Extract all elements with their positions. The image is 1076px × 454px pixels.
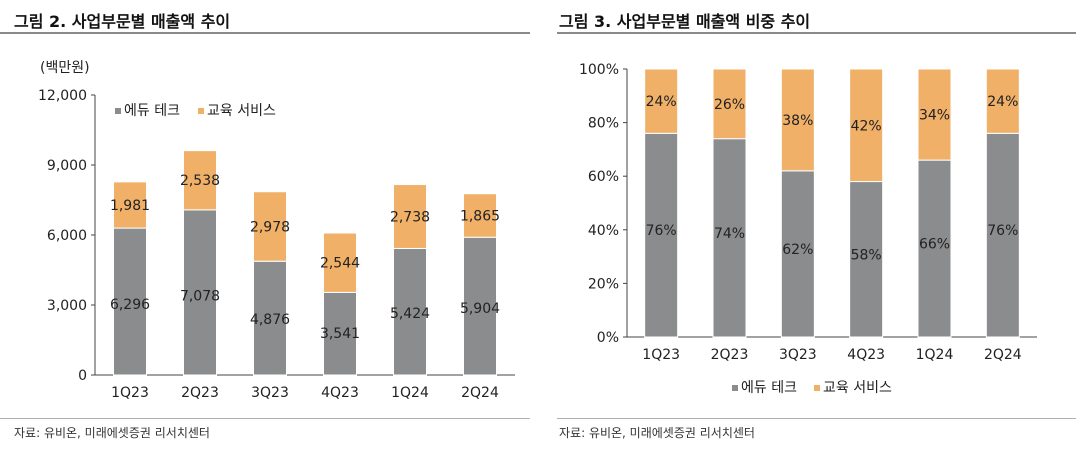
bar-education-service: [780, 68, 815, 172]
data-label-education-service: 38%: [782, 113, 813, 129]
x-tick-label: 1Q24: [391, 385, 429, 401]
bar-education-service: [849, 68, 884, 183]
x-tick-label: 4Q23: [847, 347, 885, 363]
data-label-education-service: 1,865: [460, 208, 500, 224]
data-label-edutech: 76%: [646, 223, 677, 239]
data-label-education-service: 1,981: [110, 198, 150, 214]
unit-label: (백만원): [40, 60, 90, 76]
x-tick-label: 1Q23: [642, 347, 680, 363]
data-label-edutech: 3,541: [320, 326, 360, 342]
legend-label-edutech: 에듀 테크: [124, 103, 180, 119]
bar-education-service: [985, 68, 1020, 134]
bar-edutech: [393, 247, 427, 376]
data-label-education-service: 24%: [987, 94, 1018, 110]
bar-edutech: [780, 170, 815, 338]
bar-education-service: [917, 68, 952, 161]
y-tick-label: 100%: [579, 62, 619, 78]
bar-education-service: [253, 191, 287, 262]
y-tick-label: 40%: [588, 223, 619, 239]
x-tick-label: 2Q23: [711, 347, 749, 363]
legend-swatch-education-service: [198, 108, 204, 114]
data-label-education-service: 34%: [919, 108, 950, 124]
share-chart: 0% 20% 40% 60% 80% 100% 76% 24% 1Q23 74% 26% 2Q23 62…: [579, 62, 1037, 396]
data-label-education-service: 2,978: [250, 219, 290, 235]
x-tick-label: 3Q23: [251, 385, 289, 401]
y-tick-label: 60%: [588, 169, 619, 185]
bar-education-service: [393, 184, 427, 249]
bar-education-service: [644, 68, 679, 134]
data-label-edutech: 76%: [987, 223, 1018, 239]
bar-education-service: [113, 181, 147, 229]
bar-edutech: [644, 132, 679, 338]
left-title-bar: 그림 2. 사업부문별 매출액 추이: [0, 6, 530, 34]
right-title-bar: 그림 3. 사업부문별 매출액 비중 추이: [557, 6, 1076, 34]
data-label-education-service: 26%: [714, 97, 745, 113]
bar-education-service: [183, 150, 217, 211]
data-label-education-service: 42%: [851, 118, 882, 134]
data-label-edutech: 7,078: [180, 289, 220, 305]
right-source-note: 자료: 유비온, 미래에셋증권 리서치센터: [559, 426, 755, 440]
bar-education-service: [323, 232, 357, 293]
bar-education-service: [712, 68, 747, 140]
data-label-edutech: 5,904: [460, 301, 500, 317]
right-chart-title: 그림 3. 사업부문별 매출액 비중 추이: [559, 12, 811, 31]
y-tick-label: 3,000: [47, 298, 87, 314]
legend-swatch-edutech: [732, 385, 738, 391]
data-label-edutech: 62%: [782, 242, 813, 258]
x-tick-label: 2Q24: [984, 347, 1022, 363]
legend-label-edutech: 에듀 테크: [741, 380, 797, 396]
y-tick-label: 0%: [597, 330, 619, 346]
y-tick-label: 20%: [588, 276, 619, 292]
data-label-edutech: 58%: [851, 247, 882, 263]
data-label-edutech: 6,296: [110, 297, 150, 313]
y-tick-label: 12,000: [38, 88, 87, 104]
x-tick-label: 3Q23: [779, 347, 817, 363]
legend-label-education-service: 교육 서비스: [207, 103, 276, 119]
bar-edutech: [849, 181, 884, 338]
right-panel: 그림 3. 사업부문별 매출액 비중 추이 0% 20% 40% 60% 80% 100%…: [557, 0, 1076, 454]
bar-edutech: [113, 227, 147, 376]
data-label-education-service: 2,538: [180, 173, 220, 189]
bar-education-service: [463, 193, 497, 238]
data-label-education-service: 2,544: [320, 256, 360, 272]
y-tick-label: 80%: [588, 116, 619, 132]
data-label-edutech: 66%: [919, 237, 950, 253]
revenue-chart: 0 3,000 6,000 9,000 12,000 6,296 1,981 1Q23 7,07…: [38, 60, 515, 401]
left-source-divider: [0, 418, 530, 419]
bar-edutech: [985, 132, 1020, 338]
x-tick-label: 2Q24: [461, 385, 499, 401]
y-tick-label: 0: [78, 368, 87, 384]
x-tick-label: 4Q23: [321, 385, 359, 401]
data-label-edutech: 74%: [714, 226, 745, 242]
legend-swatch-education-service: [814, 385, 820, 391]
data-label-edutech: 4,876: [250, 312, 290, 328]
right-source-divider: [557, 418, 1076, 419]
data-label-education-service: 24%: [646, 94, 677, 110]
legend-swatch-edutech: [115, 108, 121, 114]
x-tick-label: 1Q24: [916, 347, 954, 363]
legend-label-education-service: 교육 서비스: [823, 380, 892, 396]
left-panel: 그림 2. 사업부문별 매출액 추이 0 3,000 6,000 9,000 12,00…: [0, 0, 530, 454]
left-chart-title: 그림 2. 사업부문별 매출액 추이: [14, 12, 231, 31]
data-label-edutech: 5,424: [390, 306, 430, 322]
x-tick-label: 1Q23: [111, 385, 149, 401]
left-source-note: 자료: 유비온, 미래에셋증권 리서치센터: [14, 426, 210, 440]
data-label-education-service: 2,738: [390, 209, 430, 225]
x-tick-label: 2Q23: [181, 385, 219, 401]
y-tick-label: 9,000: [47, 158, 87, 174]
y-tick-label: 6,000: [47, 228, 87, 244]
